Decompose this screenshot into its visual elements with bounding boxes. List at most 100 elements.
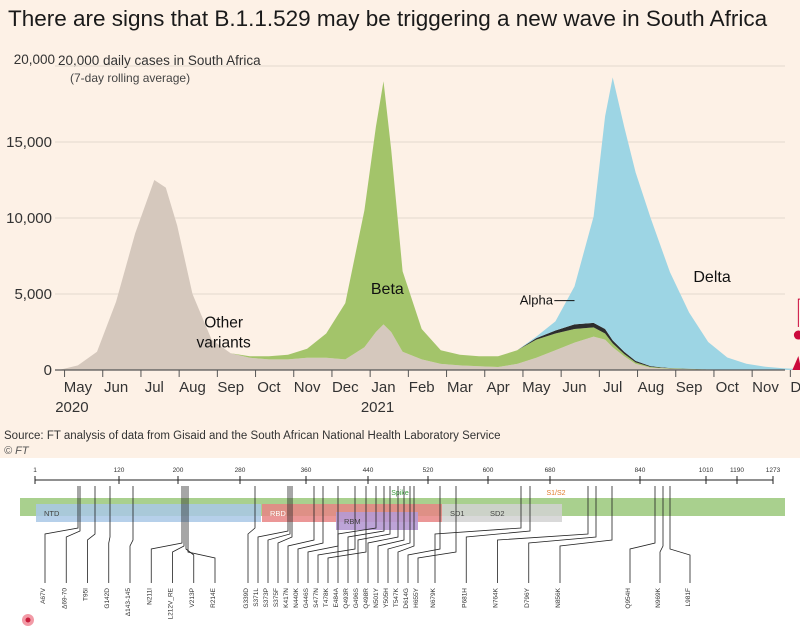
domain-sd1 (442, 504, 482, 522)
mutation-label-22: N501Y (373, 587, 380, 608)
x-tick-label-17: Oct (716, 379, 740, 396)
scale-tick-label-680: 680 (545, 467, 556, 474)
mutation-label-14: N440K (293, 587, 300, 608)
b11529-area-marker (792, 356, 800, 370)
x-tick-label-19: Dec (790, 379, 800, 396)
mutation-label-24: T547K (393, 587, 400, 607)
y-tick-label-0: 0 (44, 362, 52, 379)
scale-tick-label-1: 1 (33, 467, 37, 474)
mutation-label-18: E484A (333, 587, 340, 607)
x-year-label-2020: 2020 (55, 399, 88, 416)
mutation-leader-30 (528, 486, 597, 583)
mutation-leader-1 (65, 486, 81, 583)
latest-daily-figure-dot (793, 330, 800, 340)
mutation-label-5: N211I (146, 588, 153, 605)
mutation-label-17: T478K (323, 587, 330, 607)
scale-tick-label-600: 600 (483, 467, 494, 474)
mutation-leader-31 (559, 486, 613, 583)
x-tick-label-4: Sep (217, 379, 244, 396)
mutation-leader-23 (387, 486, 411, 583)
scale-tick-label-520: 520 (423, 467, 434, 474)
mutation-leader-3 (108, 486, 111, 583)
scale-tick-label-440: 440 (363, 467, 374, 474)
x-tick-label-13: Jun (562, 379, 586, 396)
annotation-beta: Beta (371, 281, 404, 298)
mutation-leader-24 (397, 486, 415, 583)
mutation-leader-5 (150, 486, 183, 583)
scale-tick-label-120: 120 (114, 467, 125, 474)
annotation-other-variants-line-0: Other (204, 314, 243, 331)
mutation-label-1: Δ69-70 (61, 588, 68, 609)
mutation-leader-11 (267, 486, 291, 583)
mutation-leader-28 (465, 486, 531, 583)
spike-label: Spike (391, 490, 409, 497)
mutation-label-26: H655Y (413, 587, 420, 608)
mutation-label-28: P681H (461, 588, 468, 608)
annotation-other-variants-line-1: variants (196, 334, 251, 351)
mutation-label-25: D614G (403, 588, 410, 609)
domain-label-sd2: SD2 (490, 509, 505, 518)
scale-tick-label-1190: 1190 (730, 467, 744, 474)
y-tick-label-3: 15,000 (6, 134, 52, 151)
chart-title: There are signs that B.1.1.529 may be tr… (8, 6, 768, 31)
mutation-label-15: G446S (303, 587, 310, 608)
x-tick-label-3: Aug (179, 379, 206, 396)
mutation-leader-17 (327, 486, 367, 583)
x-year-label-2021: 2021 (361, 399, 394, 416)
mutation-leader-16 (317, 486, 356, 583)
copyright-note: © FT (4, 445, 29, 457)
series-areas (58, 77, 800, 370)
domain-label-sd1: SD1 (450, 509, 465, 518)
mutation-label-3: G142D (104, 588, 111, 609)
series-area-other-variants (58, 180, 800, 370)
y-axis-sublabel: (7-day rolling average) (70, 71, 191, 85)
mutation-label-8: R214E (210, 587, 217, 608)
x-tick-label-6: Nov (294, 379, 321, 396)
mutation-leader-34 (669, 486, 691, 583)
x-tick-label-5: Oct (257, 379, 281, 396)
source-note: Source: FT analysis of data from Gisaid … (4, 430, 501, 442)
x-tick-label-7: Dec (332, 379, 359, 396)
mutation-label-34: L981F (685, 588, 692, 606)
y-tick-label-1: 5,000 (14, 286, 52, 303)
x-tick-label-15: Aug (638, 379, 665, 396)
x-tick-label-16: Sep (676, 379, 703, 396)
x-tick-label-8: Jan (371, 379, 395, 396)
mutation-leader-12 (277, 486, 293, 583)
scale-tick-label-840: 840 (635, 467, 646, 474)
area-chart: 0 5,000 10,000 15,000 20,000 May 2020 Jun Jul Aug… (6, 52, 800, 416)
mutation-label-30: D796Y (524, 587, 531, 608)
mutation-label-29: N764K (493, 587, 500, 608)
scale-tick-label-280: 280 (235, 467, 246, 474)
mutation-leader-27 (434, 486, 522, 583)
x-tick-label-11: Apr (486, 379, 509, 396)
s1s2-label: S1/S2 (546, 490, 565, 497)
mutation-leader-32 (629, 486, 656, 583)
annotation-delta: Delta (693, 269, 730, 286)
domain-rbm (336, 512, 418, 530)
mutation-label-31: N856K (555, 587, 562, 608)
mutation-leader-6 (172, 486, 185, 583)
mutation-label-9: G339D (243, 588, 250, 609)
mutation-leader-21 (367, 486, 399, 583)
x-tick-label-10: Mar (447, 379, 473, 396)
mutation-leader-26 (417, 486, 457, 583)
x-tick-label-9: Feb (409, 379, 435, 396)
latest-figure-leader (797, 298, 800, 328)
mutation-label-32: Q954H (625, 588, 632, 609)
mutation-label-6: L212V_RE (168, 587, 175, 619)
spike-protein-diagram: 1 120 200 280 360 440 520 600 680 840 1010 1190 1273… (0, 458, 800, 641)
mutation-leader-33 (659, 486, 664, 583)
mutation-highlight-dot (25, 617, 31, 623)
chart-panel: There are signs that B.1.1.529 may be tr… (0, 0, 800, 458)
mutation-leader-14 (297, 486, 324, 583)
mutation-label-11: S373P (263, 588, 270, 608)
domain-label-rbm: RBM (344, 517, 361, 526)
x-tick-label-14: Jul (603, 379, 622, 396)
mutation-label-12: S375F (273, 588, 280, 607)
mutation-leader-15 (307, 486, 339, 583)
scale-tick-label-1010: 1010 (699, 467, 714, 474)
y-tick-label-2: 10,000 (6, 210, 52, 227)
mutation-label-23: Y505H (383, 588, 390, 608)
mutation-leader-8 (187, 486, 216, 583)
